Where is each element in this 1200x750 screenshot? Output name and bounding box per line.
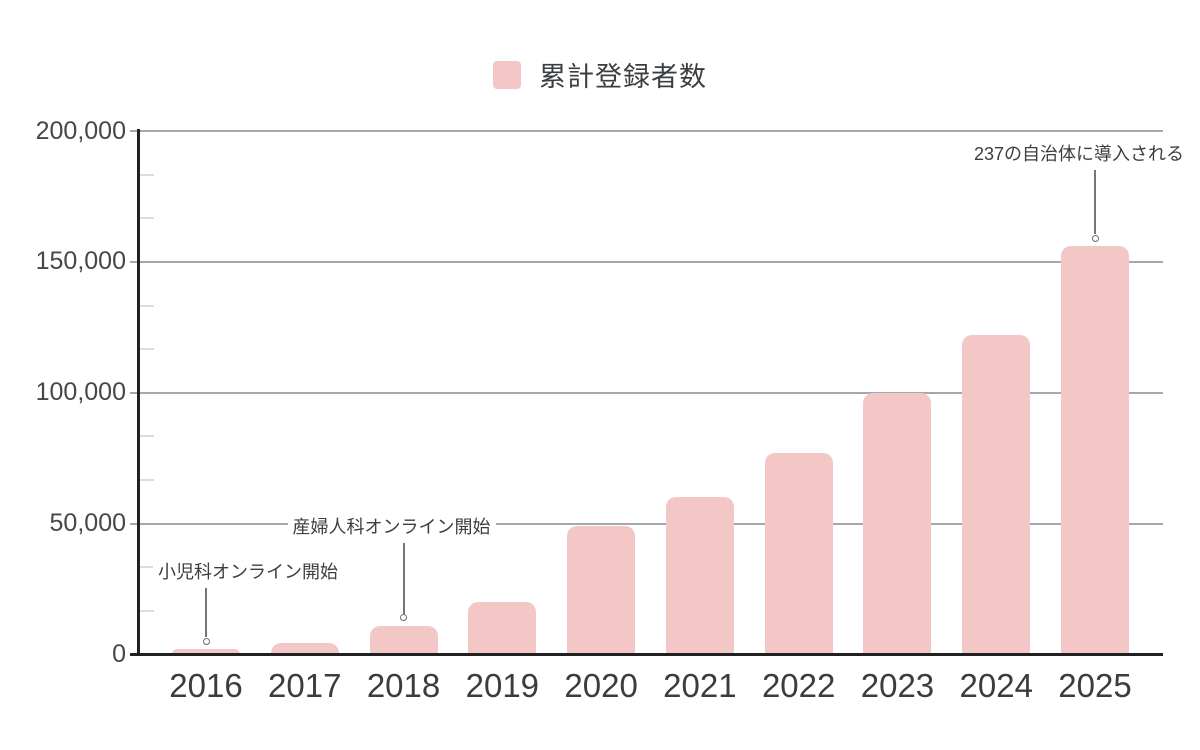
bar-2019 <box>468 602 537 655</box>
x-axis-line <box>130 653 1163 656</box>
x-axis-tick-label: 2020 <box>564 667 638 704</box>
x-axis-tick-label: 2022 <box>761 667 836 704</box>
x-axis-tick-label: 2021 <box>663 667 737 704</box>
x-axis-tick-label: 2016 <box>169 667 243 704</box>
y-axis-tick-label: 0 <box>112 640 126 668</box>
y-axis-tick-label: 50,000 <box>49 509 126 538</box>
annotation-text: 237の自治体に導入される <box>969 144 1190 164</box>
x-axis-tick-label: 2023 <box>860 667 935 704</box>
chart-legend: 累計登録者数 <box>0 55 1200 94</box>
y-axis-tick-label: 100,000 <box>35 378 126 407</box>
y-axis-minor-tick <box>139 435 154 438</box>
annotation-text: 小児科オンライン開始 <box>153 562 343 582</box>
bar-2020 <box>567 526 636 655</box>
bar-2016 <box>172 649 240 655</box>
annotation-dot <box>202 637 210 645</box>
y-gridline <box>130 522 1163 525</box>
bar-2023 <box>863 392 932 655</box>
y-axis-minor-tick <box>139 348 154 351</box>
bar-2017 <box>270 642 339 655</box>
y-axis-minor-tick <box>139 479 154 481</box>
y-axis-minor-tick <box>139 609 154 612</box>
bar-2022 <box>764 452 833 655</box>
legend-swatch-icon <box>493 60 521 89</box>
x-axis-tick-label: 2019 <box>465 667 540 704</box>
annotation-text: 産婦人科オンライン開始 <box>287 517 496 537</box>
y-axis-line <box>136 129 140 656</box>
y-axis-tick-label: 200,000 <box>35 116 126 145</box>
annotation-line <box>1094 170 1097 235</box>
x-axis-tick-label: 2018 <box>366 667 441 704</box>
y-axis-tick-label: 150,000 <box>35 247 126 276</box>
y-gridline <box>130 130 1163 132</box>
y-axis-minor-tick <box>139 217 154 220</box>
y-gridline <box>130 391 1163 394</box>
x-axis-tick-label: 2017 <box>268 667 342 704</box>
y-gridline <box>130 260 1163 263</box>
bar-2021 <box>665 497 734 655</box>
y-axis-minor-tick <box>139 173 154 176</box>
x-axis-tick-label: 2025 <box>1058 667 1132 704</box>
y-axis-minor-tick <box>139 566 154 569</box>
annotation-dot <box>1091 234 1099 242</box>
x-axis-tick-label: 2024 <box>959 667 1033 704</box>
bar-2018 <box>369 625 438 655</box>
bar-2025 <box>1061 246 1130 655</box>
annotation-line <box>205 588 207 638</box>
annotation-dot <box>400 614 408 622</box>
bar-2024 <box>962 335 1031 655</box>
annotation-line <box>402 543 405 614</box>
legend-label: 累計登録者数 <box>539 62 707 92</box>
y-axis-minor-tick <box>139 304 154 307</box>
